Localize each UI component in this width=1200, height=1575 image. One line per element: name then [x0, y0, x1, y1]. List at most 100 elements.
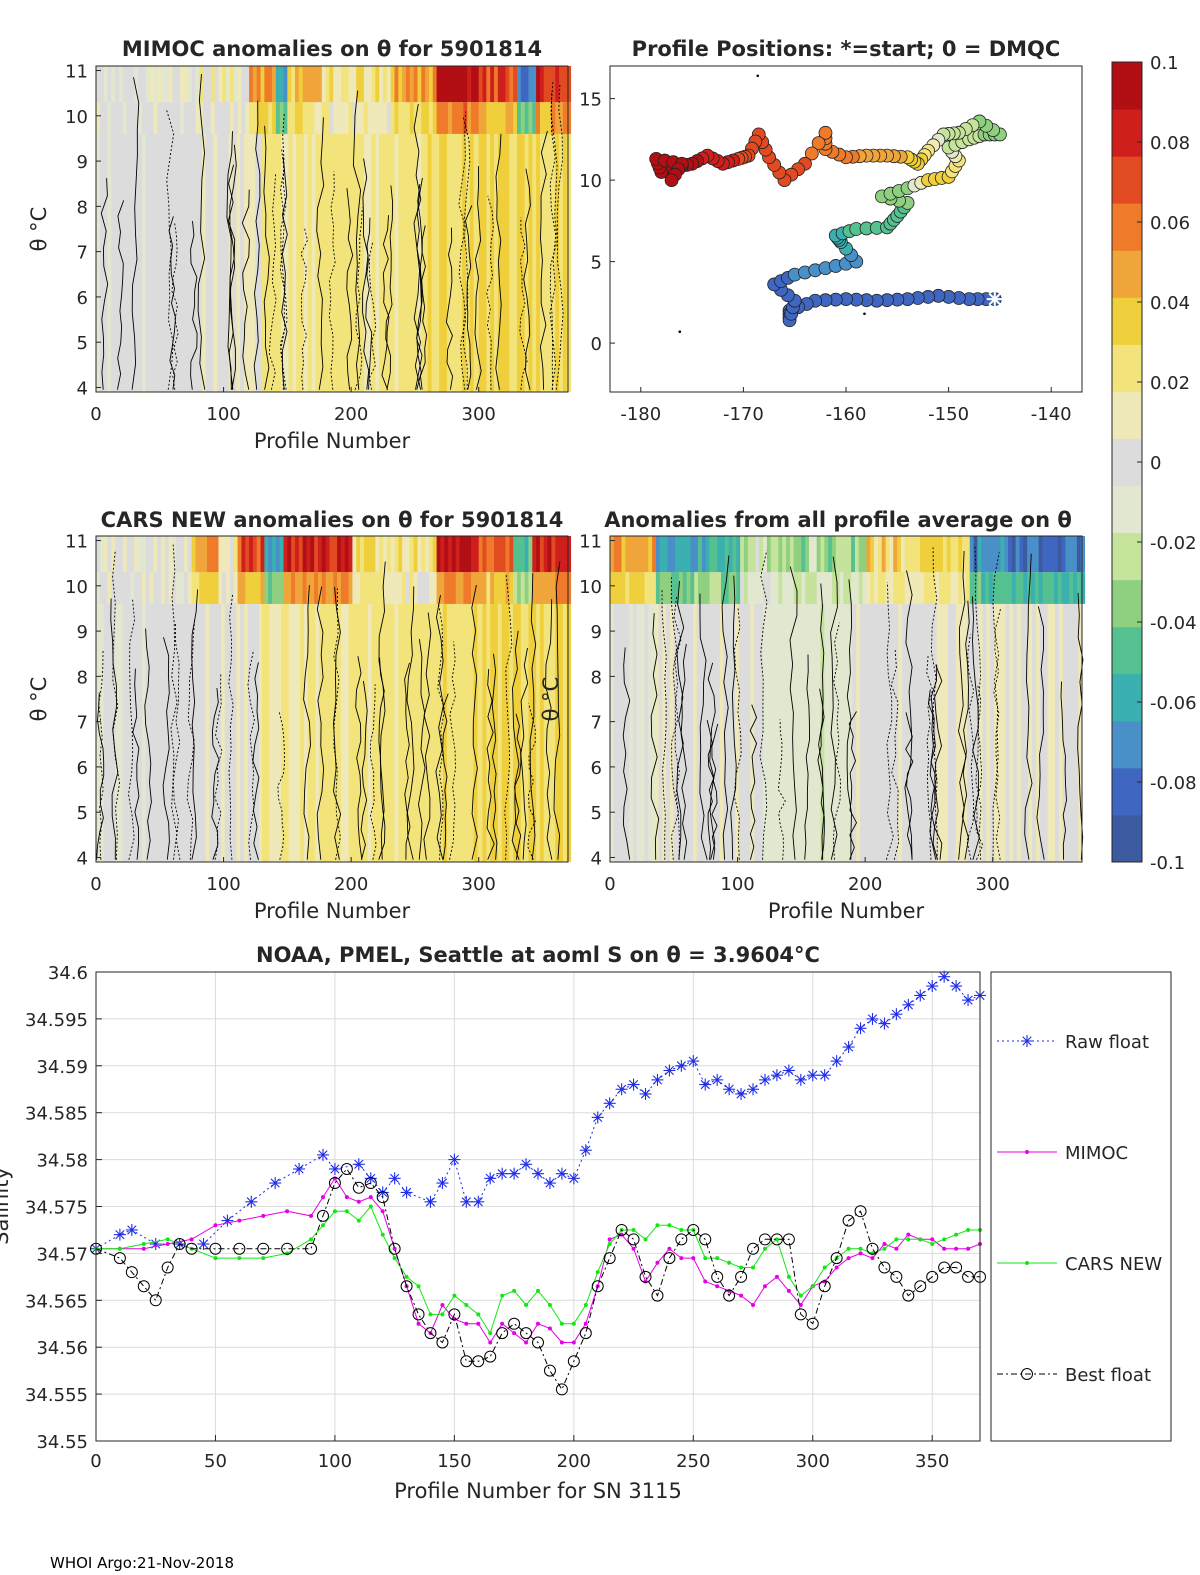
cars-cell [199, 572, 204, 604]
cars-cell [164, 536, 170, 573]
mimoc-cell [333, 102, 338, 134]
allavg-cell [982, 603, 987, 862]
cars-cell [218, 572, 223, 604]
mimoc-point [739, 1293, 744, 1298]
mimoc-cell [428, 102, 434, 134]
cars-cell [450, 603, 455, 862]
mimoc-cell [292, 133, 297, 392]
cars-cell [233, 572, 239, 604]
cars-cell [251, 603, 256, 862]
allavg-cell [1080, 536, 1086, 573]
allavg-ytick-label: 9 [591, 622, 602, 643]
mimoc-point [344, 1195, 349, 1200]
allavg-contour [904, 570, 913, 860]
mimoc-cell [269, 133, 274, 392]
cars-contour [333, 588, 341, 860]
mimoc-cell [371, 133, 376, 392]
allavg-cell [666, 603, 671, 862]
raw-float-point [509, 1169, 519, 1179]
allavg-cell [904, 572, 910, 604]
mimoc-contour [354, 207, 363, 390]
mimoc-contour [263, 125, 270, 390]
allavg-cell [746, 603, 751, 862]
cars-cell [181, 603, 186, 862]
mimoc-cell [451, 66, 457, 103]
allavg-cell [655, 536, 661, 573]
raw-float-point [843, 1042, 854, 1052]
mimoc-cell [405, 133, 411, 392]
cars-contour [471, 584, 478, 860]
cars-cell [264, 572, 269, 604]
best-float-point [758, 1233, 771, 1246]
cars-cell [298, 536, 304, 573]
cars-new-point [309, 1237, 314, 1242]
cars-cell [459, 536, 464, 573]
mimoc-ytick-label: 6 [77, 288, 88, 309]
cars-new-point [583, 1302, 588, 1307]
allavg-cell [720, 572, 726, 604]
raw-float-point [461, 1197, 471, 1207]
allavg-cell [942, 572, 948, 604]
allavg-contour [804, 654, 810, 860]
mimoc-cell [497, 66, 503, 103]
allavg-cell [870, 536, 875, 573]
cars-cell [287, 536, 292, 573]
allavg-cell [831, 536, 837, 573]
allavg-cell [689, 603, 694, 862]
cars-cell [99, 536, 105, 573]
mimoc-cell [191, 66, 197, 103]
allavg-cell [925, 603, 930, 862]
mimoc-cell [273, 133, 278, 392]
allavg-cell [847, 536, 852, 573]
cars-cell [501, 572, 506, 604]
best-float-point [125, 1266, 138, 1279]
mimoc-point [332, 1176, 337, 1181]
allavg-cell [632, 603, 638, 862]
cars-ytick-label: 5 [77, 803, 88, 824]
cars-cell [192, 603, 198, 862]
allavg-cell [993, 603, 999, 862]
cars-cell [497, 603, 503, 862]
cars-cell [543, 572, 549, 604]
cars-new-point [285, 1251, 290, 1256]
mimoc-cell [431, 133, 436, 392]
raw-float-line [95, 976, 981, 1250]
raw-float-point [569, 1173, 579, 1183]
mimoc-ytick-label: 4 [77, 378, 88, 399]
cars-new-point [213, 1256, 218, 1261]
colorbar-tick-label: -0.02 [1150, 533, 1197, 554]
allavg-cell [770, 603, 776, 862]
best-float-point [651, 1289, 664, 1302]
cars-cell [249, 572, 254, 604]
mimoc-cell [375, 102, 380, 134]
cars-cell [394, 603, 399, 862]
cars-cell [228, 603, 233, 862]
raw-float-point [784, 1065, 794, 1076]
mimoc-cell [467, 66, 472, 103]
legend-label: MIMOC [1065, 1143, 1128, 1164]
allavg-cell [913, 603, 918, 862]
cars-cell [268, 536, 273, 573]
best-float-point [747, 1242, 760, 1255]
mimoc-point [703, 1279, 708, 1284]
allavg-cell [851, 572, 856, 604]
cars-cell [337, 603, 342, 862]
mimoc-cell [509, 66, 514, 103]
cars-cell [138, 603, 143, 862]
cars-cell [379, 536, 384, 573]
cars-cell [439, 603, 444, 862]
cars-cell [168, 536, 174, 573]
cars-cell [306, 536, 311, 573]
allavg-cell [723, 603, 728, 862]
allavg-cell [912, 536, 917, 573]
cars-cell [471, 536, 476, 573]
allavg-cell [870, 572, 875, 604]
raw-float-point [294, 1164, 304, 1174]
allavg-cell [1050, 536, 1055, 573]
mimoc-cell [126, 66, 131, 103]
cars-new-point [595, 1270, 600, 1275]
mimoc-cell [524, 102, 529, 134]
cars-cell [302, 572, 307, 604]
